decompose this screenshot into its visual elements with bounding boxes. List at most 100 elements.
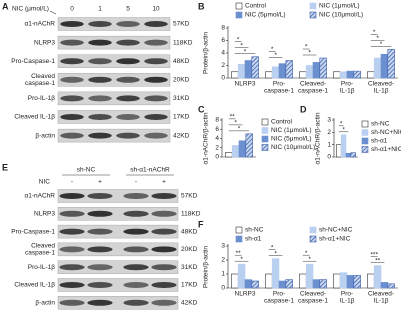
y-tick-label: 4 xyxy=(221,50,225,57)
group-label: sh-α1-nAChR xyxy=(130,167,170,174)
blot-band xyxy=(88,132,112,139)
legend-swatch xyxy=(261,127,269,134)
y-tick-label: 0 xyxy=(221,285,225,292)
blot-band xyxy=(123,264,149,271)
blot-band xyxy=(116,58,140,65)
blot-size-label: 17KD xyxy=(181,282,198,289)
bar xyxy=(244,279,253,289)
blot-band xyxy=(144,58,168,65)
y-tick-label: 2 xyxy=(215,144,219,151)
bar xyxy=(299,71,307,79)
y-tick-label: 3 xyxy=(327,117,331,124)
blot-band xyxy=(123,228,149,235)
legend-label: sh-NC xyxy=(245,227,264,234)
blot-row-label: Pro-Caspase-1 xyxy=(11,228,55,235)
significance-mark: * xyxy=(271,46,274,53)
significance-mark: * xyxy=(274,52,277,59)
blot-band xyxy=(60,21,84,27)
blot-band xyxy=(116,21,140,27)
blot-band xyxy=(151,264,177,271)
blot-band xyxy=(144,76,168,83)
header-arrow xyxy=(49,10,57,15)
significance-mark: * xyxy=(373,29,376,36)
legend-label: sh-NC+NIC xyxy=(371,129,401,136)
blot-row-label: Cleaved IL-1β xyxy=(14,282,55,289)
bar xyxy=(367,71,375,79)
blot-band xyxy=(60,95,84,102)
y-axis-label: Protein/β-actin xyxy=(203,32,210,74)
bar xyxy=(387,283,395,289)
bar xyxy=(387,48,395,79)
bar xyxy=(346,275,355,289)
blot-size-label: 118KD xyxy=(173,39,193,46)
x-tick-label: caspase-1 xyxy=(264,88,294,95)
blot-band xyxy=(116,95,140,102)
blot-band xyxy=(88,21,112,27)
lane-label: - xyxy=(71,179,73,186)
blot-band xyxy=(87,282,113,288)
blot-band xyxy=(123,282,149,288)
bar xyxy=(285,60,293,79)
bar xyxy=(245,133,253,158)
blot-row-label: caspase-1 xyxy=(25,250,55,257)
blot-band xyxy=(59,246,85,253)
legend-label: Control xyxy=(245,3,267,10)
blot-row-label: Pro-IL-1β xyxy=(28,95,55,102)
group-label: sh-NC xyxy=(77,167,96,174)
legend-swatch xyxy=(361,146,369,153)
bar xyxy=(231,145,240,158)
blot-strip xyxy=(57,189,179,203)
y-tick-label: 8 xyxy=(215,117,219,124)
blot-band xyxy=(151,282,177,288)
significance-mark: * xyxy=(340,121,343,128)
bar xyxy=(231,273,239,289)
significance-mark: * xyxy=(238,126,241,133)
blot-band xyxy=(151,246,177,253)
y-tick-label: 4 xyxy=(215,135,219,142)
blot-strip xyxy=(57,110,171,124)
legend-label: NIC (10μmol/L) xyxy=(271,144,315,151)
blot-band xyxy=(151,299,177,306)
legend-swatch xyxy=(235,2,243,10)
panel-label: A xyxy=(2,1,9,11)
x-tick-label: caspase-1 xyxy=(298,88,328,95)
blot-band xyxy=(123,246,149,253)
y-tick-label: 1 xyxy=(221,271,225,278)
legend-swatch xyxy=(309,226,317,234)
blot-band xyxy=(151,210,177,217)
blot-header: NIC (μmol/L) xyxy=(12,6,49,13)
bar xyxy=(238,140,247,158)
blot-band xyxy=(144,114,168,120)
blot-strip xyxy=(57,35,171,50)
blot-band xyxy=(88,39,112,46)
x-tick-label: NLRP3 xyxy=(235,81,256,88)
blot-band xyxy=(123,193,149,199)
x-tick-label: Cleaved- xyxy=(300,291,326,298)
x-tick-label: IL-1β xyxy=(340,298,355,305)
blot-row-label: Cleaved xyxy=(31,243,55,250)
bar xyxy=(339,272,348,289)
blot-strip xyxy=(57,73,171,87)
blot-band xyxy=(59,282,85,288)
y-tick-label: 1 xyxy=(327,141,331,148)
bar xyxy=(251,56,259,79)
x-tick-label: Cleaved- xyxy=(368,81,394,88)
blot-strip xyxy=(57,260,179,274)
legend-label: sh-NC xyxy=(371,121,390,128)
blot-band xyxy=(59,299,85,306)
bar xyxy=(333,273,341,289)
legend-label: NIC (5μmol/L) xyxy=(271,136,312,143)
legend-swatch xyxy=(361,129,369,136)
significance-mark: ** xyxy=(375,257,381,264)
legend-swatch xyxy=(235,235,243,243)
bar xyxy=(244,60,253,79)
blot-band xyxy=(88,95,112,102)
legend-swatch xyxy=(361,137,369,145)
blot-band xyxy=(116,114,140,120)
significance-mark: ** xyxy=(230,114,236,121)
legend-swatch xyxy=(235,11,243,19)
significance-mark: * xyxy=(271,244,274,251)
blot-band xyxy=(87,299,113,306)
blot-band xyxy=(59,210,85,217)
